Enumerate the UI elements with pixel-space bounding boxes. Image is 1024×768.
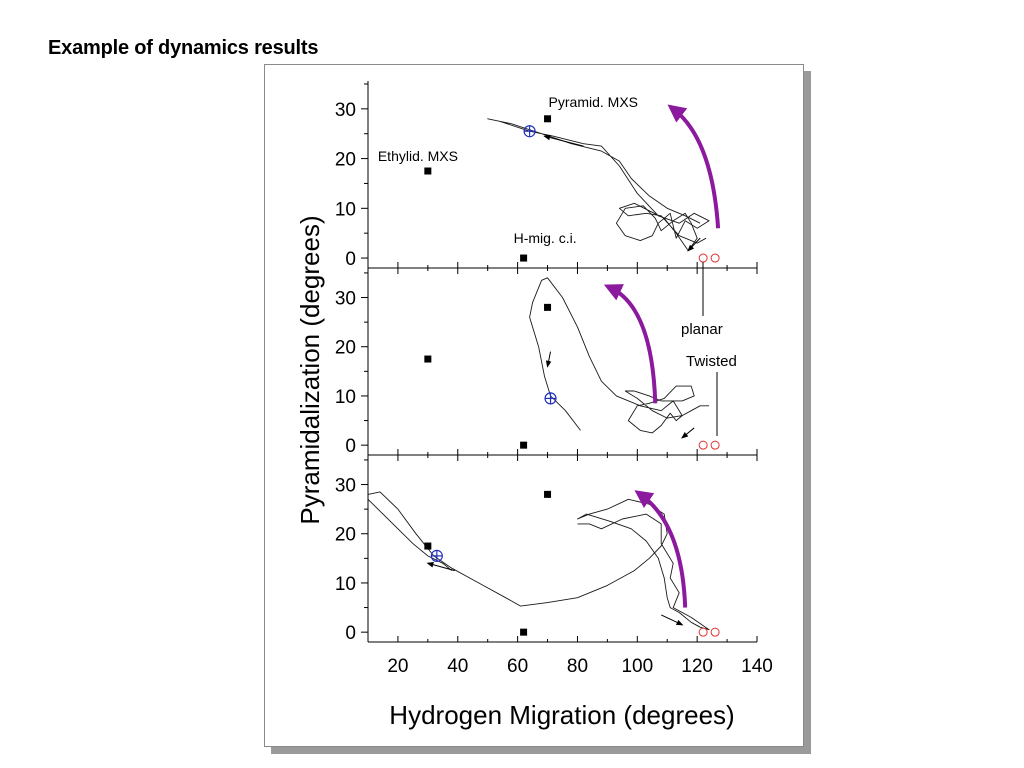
direction-arrow bbox=[634, 490, 688, 608]
y-tick-label: 10 bbox=[335, 574, 356, 595]
label-h-mig-ci: H-mig. c.i. bbox=[514, 230, 577, 246]
trajectory-line-branch bbox=[367, 498, 453, 571]
reference-point bbox=[544, 490, 552, 498]
start-point-marker bbox=[698, 253, 708, 263]
reference-point bbox=[424, 355, 432, 363]
panel-1 bbox=[424, 104, 721, 263]
small-arrow bbox=[545, 351, 552, 368]
start-point-marker bbox=[698, 440, 708, 450]
label-planar: planar bbox=[681, 321, 723, 338]
start-point-marker bbox=[698, 627, 708, 637]
trajectory-line bbox=[529, 277, 710, 434]
panel-2 bbox=[424, 277, 720, 450]
y-tick-label: 20 bbox=[335, 525, 356, 546]
small-arrow bbox=[426, 562, 455, 572]
reference-point bbox=[520, 441, 528, 449]
small-arrow bbox=[543, 134, 584, 147]
y-tick-label: 30 bbox=[335, 289, 356, 310]
panel-3 bbox=[367, 490, 720, 637]
y-tick-label: 0 bbox=[345, 623, 356, 644]
plot-panels: Ethylid. MXS Pyramid. MXS H-mig. c.i. plana… bbox=[367, 94, 737, 637]
y-tick-label: 30 bbox=[335, 476, 356, 497]
small-arrow bbox=[687, 237, 701, 252]
direction-arrow bbox=[603, 284, 658, 404]
x-tick-label: 40 bbox=[447, 656, 468, 677]
start-point-marker bbox=[710, 253, 720, 263]
x-tick-label: 100 bbox=[621, 656, 653, 677]
trajectory-line bbox=[487, 118, 710, 252]
label-twisted: Twisted bbox=[686, 353, 737, 370]
small-arrow bbox=[681, 427, 695, 439]
y-tick-label: 20 bbox=[335, 338, 356, 359]
axes: 0 10 20 30 0 10 20 30 0 10 20 30 20 40 60 80 100 120 140 bbox=[335, 81, 773, 677]
reference-point bbox=[520, 254, 528, 262]
y-tick-label: 10 bbox=[335, 199, 356, 220]
x-tick-label: 60 bbox=[507, 656, 528, 677]
x-tick-label: 120 bbox=[681, 656, 713, 677]
slide-title: Example of dynamics results bbox=[48, 37, 319, 59]
start-point-marker bbox=[710, 627, 720, 637]
reference-point bbox=[424, 167, 432, 175]
small-arrow bbox=[661, 614, 684, 626]
x-tick-label: 140 bbox=[741, 656, 773, 677]
x-tick-label: 80 bbox=[567, 656, 588, 677]
y-tick-label: 20 bbox=[335, 150, 356, 171]
trajectory-line bbox=[367, 491, 710, 631]
label-pyramid-mxs: Pyramid. MXS bbox=[549, 94, 638, 110]
reference-point bbox=[544, 115, 552, 123]
x-tick-label: 20 bbox=[387, 656, 408, 677]
x-axis-title: Hydrogen Migration (degrees) bbox=[389, 700, 734, 730]
start-point-marker bbox=[710, 440, 720, 450]
y-tick-label: 10 bbox=[335, 387, 356, 408]
y-axis-title: Pyramidalization (degrees) bbox=[295, 215, 325, 524]
reference-point bbox=[520, 628, 528, 636]
y-tick-label: 0 bbox=[345, 436, 356, 457]
reference-point bbox=[544, 303, 552, 311]
y-tick-label: 0 bbox=[345, 249, 356, 270]
y-tick-label: 30 bbox=[335, 100, 356, 121]
reference-point bbox=[424, 542, 432, 550]
direction-arrow bbox=[667, 104, 721, 229]
label-ethylid-mxs: Ethylid. MXS bbox=[378, 148, 458, 164]
